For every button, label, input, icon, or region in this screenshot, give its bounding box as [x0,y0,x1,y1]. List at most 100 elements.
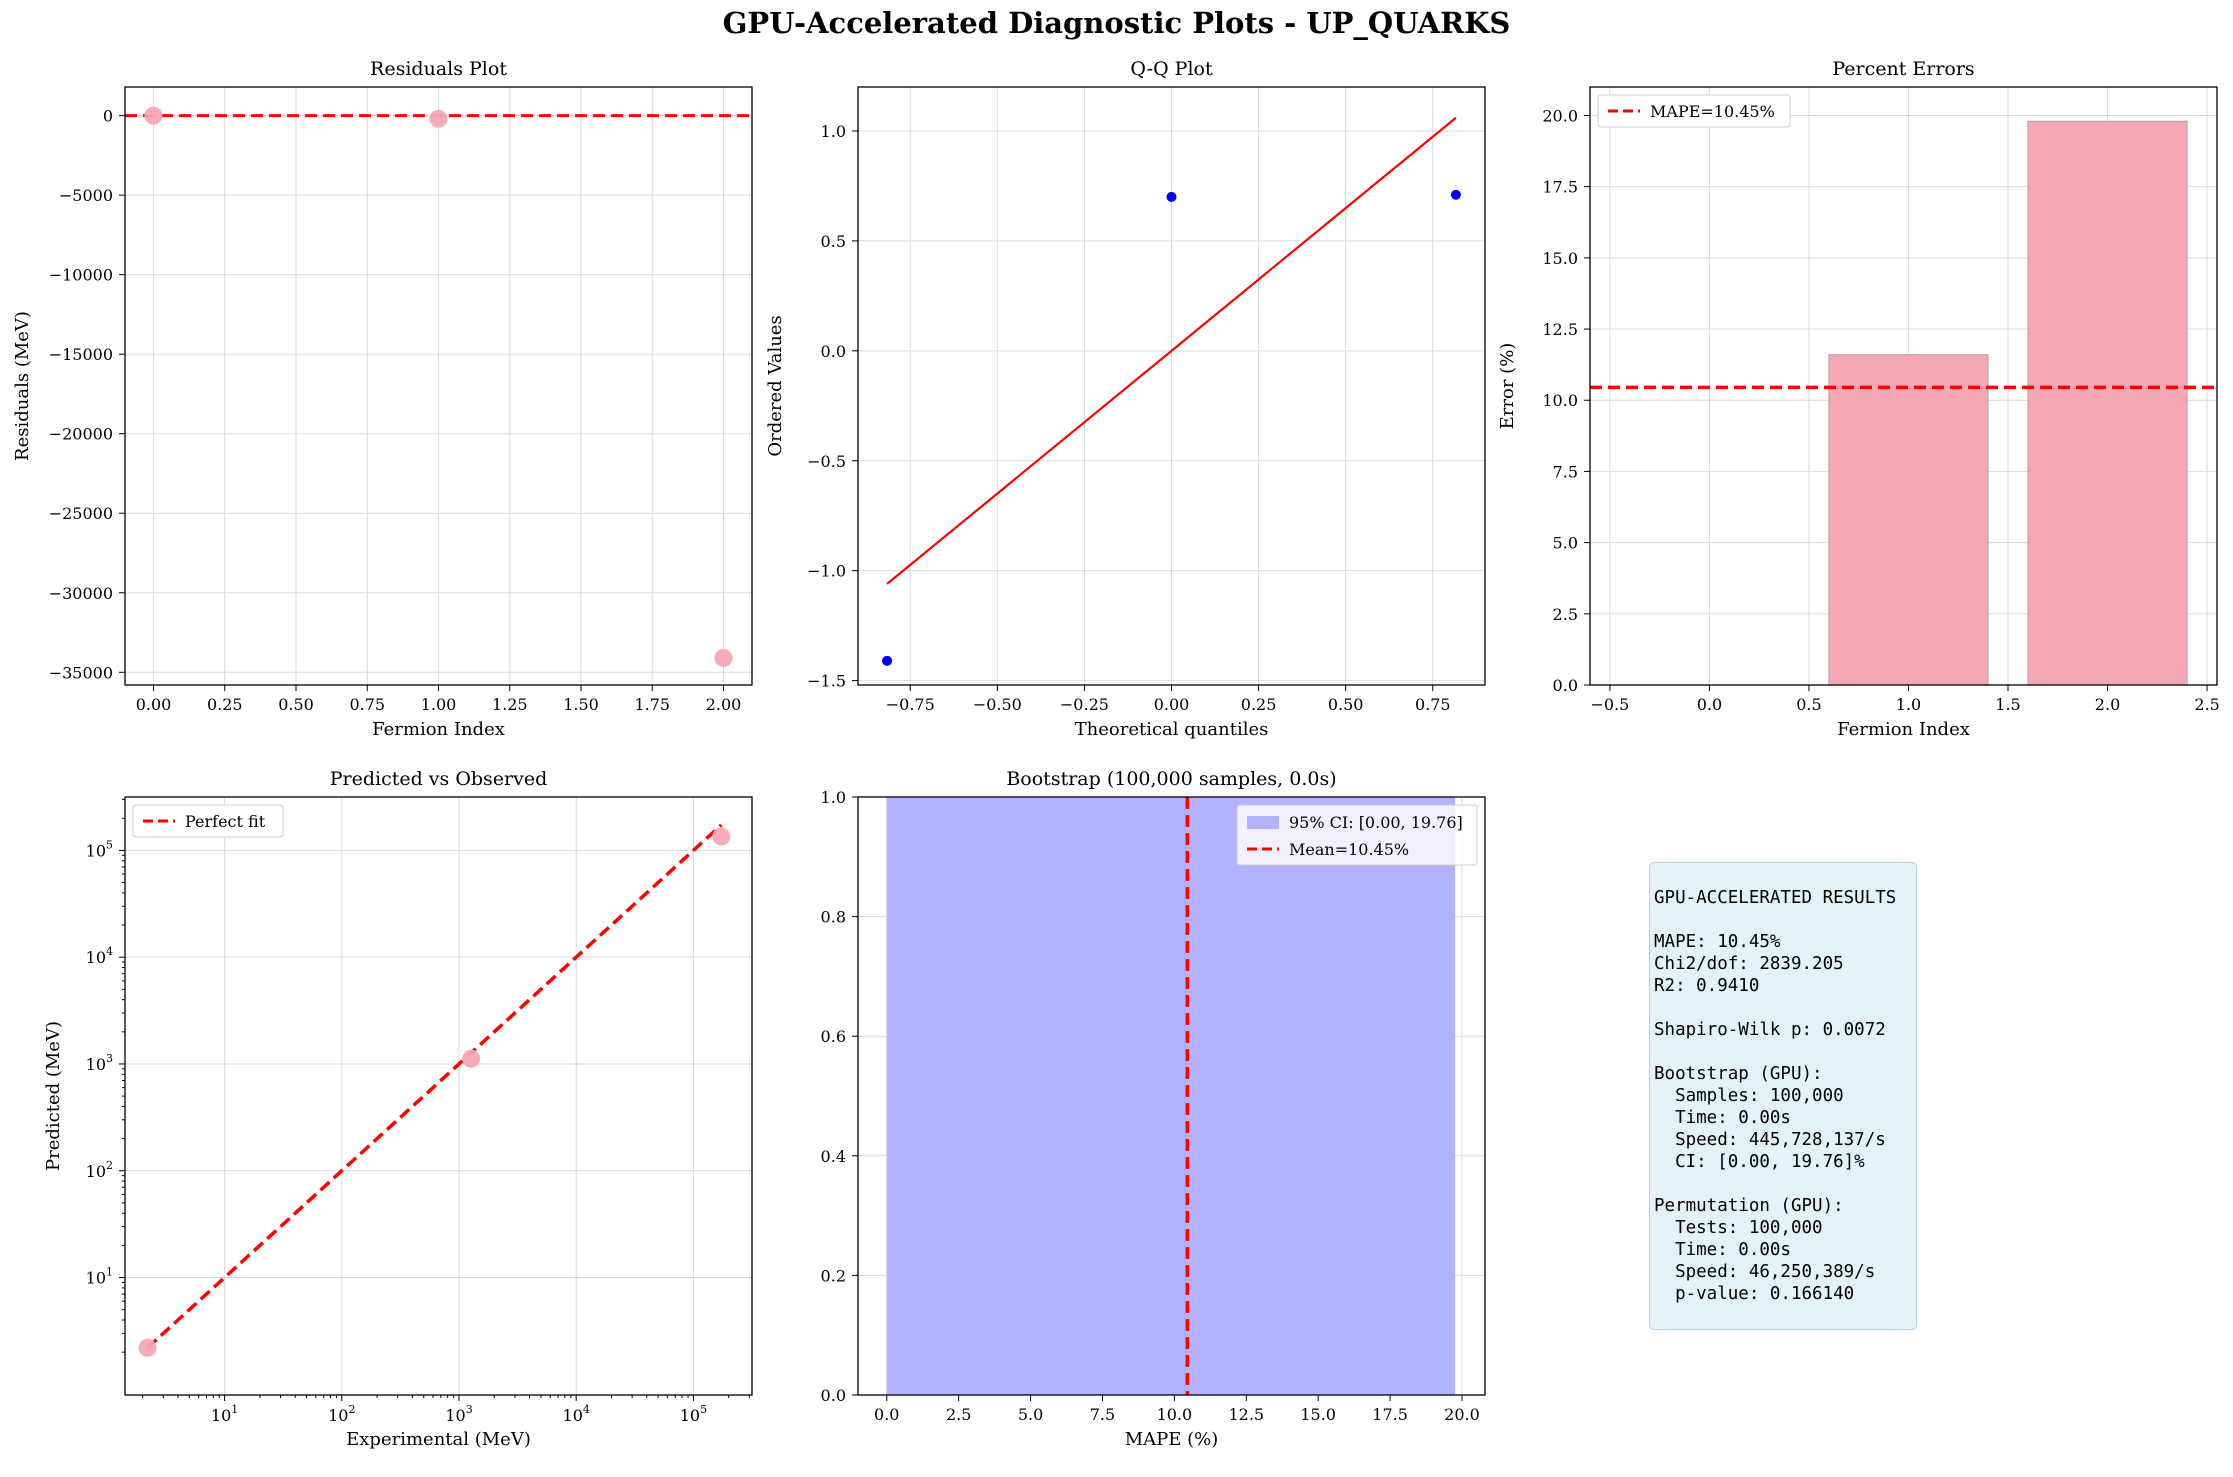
y-tick-exponent: 2 [106,1159,113,1172]
y-tick-label: −0.5 [807,452,846,471]
y-tick-label: 7.5 [1553,462,1578,481]
y-tick-label: 0.6 [821,1027,846,1046]
perfect-fit-line [146,823,723,1350]
x-axis-label: Fermion Index [1837,719,1970,740]
y-tick-label: −20000 [49,425,113,444]
x-tick-label: 0.25 [207,695,243,714]
x-tick-label: 104 [563,1403,590,1425]
residual-point [714,648,733,667]
y-tick-label: −1.5 [807,672,846,691]
panel-title: Percent Errors [1832,58,1974,80]
x-tick-label: 1.50 [563,695,599,714]
x-tick-label: 2.5 [946,1405,971,1424]
legend-box [132,804,284,838]
legend-label-mean: Mean=10.45% [1289,840,1409,859]
y-tick-label: 12.5 [1542,320,1578,339]
x-tick-label: 0.75 [349,695,385,714]
x-tick-exponent: 1 [231,1403,238,1416]
x-tick-label: 0.0 [1697,695,1722,714]
x-tick-label: 2.00 [706,695,742,714]
gridlines [125,797,752,1395]
qq-point [1450,189,1461,200]
y-tick-exponent: 4 [106,945,113,958]
y-tick-label: 102 [86,1159,113,1181]
y-tick-label: −5000 [59,186,113,205]
y-tick-label: 0.8 [821,908,846,927]
y-axis-label: Error (%) [1497,343,1518,430]
x-tick-label: 7.5 [1090,1405,1115,1424]
x-tick-label: 2.5 [2194,695,2219,714]
legend-label: Perfect fit [185,812,266,831]
gridlines [125,87,752,685]
axes-frame [1589,86,2218,686]
legend: MAPE=10.45% [1597,94,1791,128]
x-tick-label: 0.00 [1154,695,1190,714]
x-tick-label: 0.25 [1241,695,1277,714]
x-tick-label: 102 [328,1403,355,1425]
ticks: 101 101 102 102 103 103 104 104 105 105 [86,798,750,1425]
y-tick-label: 101 [86,1266,113,1288]
gridlines [858,87,1485,685]
y-tick-label: −35000 [49,663,113,682]
ticks: 0.00 0.25 0.50 0.75 1.00 1.25 1.50 1.75 2.00 0 −50… [49,107,742,714]
x-tick-label: 0.50 [1328,695,1364,714]
x-tick-label: 17.5 [1372,1405,1408,1424]
results-line: Time: 0.00s [1654,1108,1791,1128]
y-tick-label: 104 [86,945,113,967]
results-text-box: GPU-ACCELERATED RESULTS MAPE: 10.45% Chi2/… [1649,862,1917,1330]
results-line: CI: [0.00, 19.76]% [1654,1152,1865,1172]
x-tick-label: 0.5 [1796,695,1821,714]
y-tick-label: 15.0 [1542,249,1578,268]
y-tick-label: 0.0 [821,342,846,361]
y-tick-label: 5.0 [1553,534,1578,553]
x-tick-label: 1.00 [421,695,457,714]
y-tick-exponent: 5 [106,838,113,851]
axes-frame [124,796,753,1396]
legend-label-ci: 95% CI: [0.00, 19.76] [1289,813,1463,832]
qq-point [1166,191,1177,202]
predicted-vs-observed-panel: 101 101 102 102 103 103 104 104 105 105 Predicted … [43,768,753,1450]
y-tick-label: 17.5 [1542,178,1578,197]
results-line: Speed: 46,250,389/s [1654,1262,1876,1282]
y-axis-label: Ordered Values [765,315,786,456]
y-tick-exponent: 3 [106,1052,113,1065]
x-tick-exponent: 5 [700,1403,707,1416]
results-line: Samples: 100,000 [1654,1086,1844,1106]
results-line: Tests: 100,000 [1654,1218,1823,1238]
x-tick-label: 1.75 [634,695,670,714]
panel-title: Residuals Plot [370,58,507,80]
results-line: Bootstrap (GPU): [1654,1064,1823,1084]
y-tick-label: 103 [86,1052,113,1074]
results-line: Time: 0.00s [1654,1240,1791,1260]
ci-band [886,797,1456,1395]
x-tick-label: −0.50 [973,695,1022,714]
results-line: Permutation (GPU): [1654,1196,1844,1216]
legend-box [1236,804,1478,866]
y-tick-label: 10.0 [1542,391,1578,410]
y-tick-label: −10000 [49,266,113,285]
x-tick-label: 1.0 [1896,695,1921,714]
x-tick-label: 0.75 [1415,695,1451,714]
results-line: Shapiro-Wilk p: 0.0072 [1654,1020,1886,1040]
x-tick-label: 1.5 [1995,695,2020,714]
x-tick-label: 105 [680,1403,707,1425]
x-tick-label: 5.0 [1018,1405,1043,1424]
residuals-panel: 0.00 0.25 0.50 0.75 1.00 1.25 1.50 1.75 2.00 0 −50… [12,58,753,740]
panel-title: Predicted vs Observed [330,768,548,790]
y-tick-label: 20.0 [1542,106,1578,125]
results-line [1654,909,1916,931]
axes-frame [857,796,1486,1396]
x-tick-label: 2.0 [2095,695,2120,714]
ticks: −0.75 −0.50 −0.25 0.00 0.25 0.50 0.75 −1.5 −1.0 −… [807,122,1450,714]
x-tick-label: −0.75 [886,695,935,714]
x-axis-label: Fermion Index [372,719,505,740]
qq-point [882,655,893,666]
legend-box [1597,94,1791,128]
y-axis-label: Residuals (MeV) [12,311,33,461]
y-tick-label: 0.5 [821,232,846,251]
bootstrap-panel: 0.0 2.5 5.0 7.5 10.0 12.5 15.0 17.5 20.0 0.0 0.2 0.… [821,768,1486,1450]
y-tick-label: 1.0 [821,122,846,141]
y-tick-label: 0.0 [821,1386,846,1405]
percent-errors-panel: −0.5 0.0 0.5 1.0 1.5 2.0 2.5 0.0 2.5 5.0 7.5 10.0 12… [1497,58,2220,740]
